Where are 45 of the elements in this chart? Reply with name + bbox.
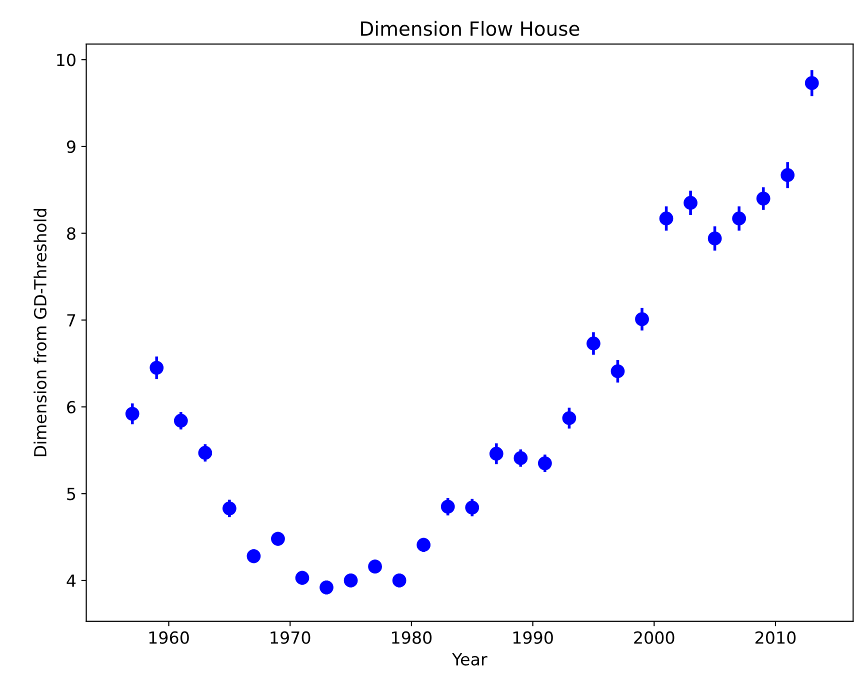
point xyxy=(586,336,600,350)
point xyxy=(440,500,455,514)
point xyxy=(174,414,188,428)
point xyxy=(562,411,576,426)
point xyxy=(344,574,358,588)
x-tick-label: 1970 xyxy=(270,631,310,644)
y-tick-label: 7 xyxy=(67,314,76,326)
x-tick-label: 1960 xyxy=(149,631,189,644)
point xyxy=(150,360,164,375)
point xyxy=(538,456,552,470)
point xyxy=(514,451,528,466)
x-tick-label: 1990 xyxy=(513,631,553,644)
point xyxy=(295,570,310,585)
point xyxy=(392,574,406,588)
point xyxy=(368,560,382,574)
point xyxy=(271,532,285,546)
point xyxy=(416,538,431,552)
point xyxy=(465,500,480,514)
y-axis-title: Dimension from GD-Threshold xyxy=(34,208,47,456)
point xyxy=(125,406,140,421)
point xyxy=(732,212,746,226)
point xyxy=(659,212,674,226)
x-tick-label: 2010 xyxy=(756,631,796,644)
chart-title: Dimension Flow House xyxy=(361,20,580,36)
point xyxy=(222,501,236,516)
point xyxy=(780,168,795,182)
point xyxy=(756,192,770,206)
point xyxy=(804,76,819,90)
point xyxy=(198,446,212,460)
x-tick-label: 2000 xyxy=(634,631,674,644)
point xyxy=(635,312,649,326)
y-tick-label: 10 xyxy=(57,54,76,66)
y-tick-label: 4 xyxy=(66,574,76,587)
x-tick-label: 1980 xyxy=(392,631,432,644)
point xyxy=(610,364,625,378)
point xyxy=(246,549,261,564)
x-axis-title: Year xyxy=(452,653,488,666)
point xyxy=(684,196,698,210)
y-tick-label: 9 xyxy=(66,140,76,154)
y-tick-label: 5 xyxy=(67,488,76,500)
point xyxy=(489,446,504,461)
point xyxy=(320,580,334,594)
y-tick-label: 6 xyxy=(67,400,76,414)
point xyxy=(708,232,722,246)
y-tick-label: 8 xyxy=(67,227,76,240)
